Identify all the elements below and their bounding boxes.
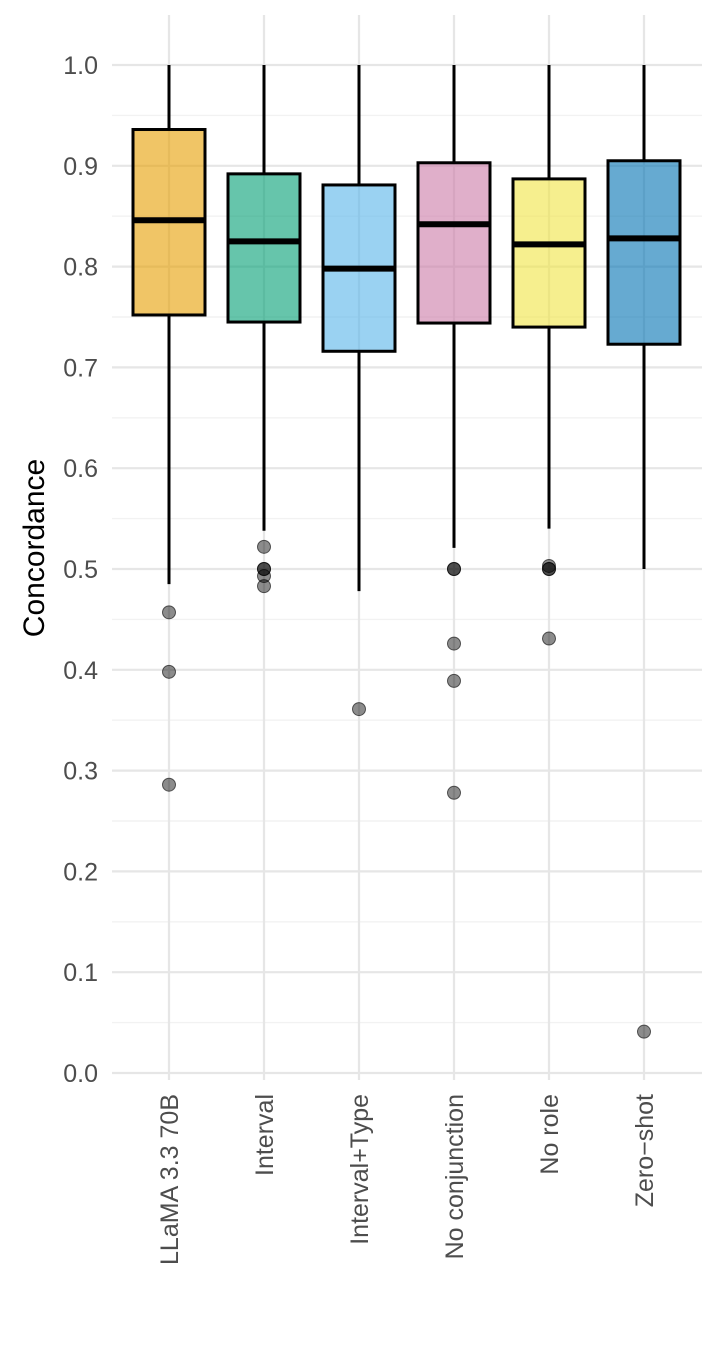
- box-iqr: [416, 161, 492, 325]
- outlier-point: [257, 539, 271, 554]
- box-layer: [131, 65, 682, 1039]
- outlier-point: [447, 636, 461, 651]
- y-tick-label: 1.0: [63, 52, 98, 80]
- y-tick-label: 0.8: [63, 254, 98, 282]
- box-group: [511, 65, 587, 646]
- x-tick-label: Interval: [251, 1094, 279, 1176]
- outlier-point: [542, 558, 556, 573]
- box-iqr: [606, 159, 682, 346]
- outlier-point: [447, 673, 461, 688]
- y-axis-tick-labels: 0.0 0.1 0.2 0.3 0.4 0.5 0.6 0.7 0.8 0.9 1.0: [63, 52, 98, 1088]
- box-group: [131, 65, 207, 792]
- y-tick-label: 0.3: [63, 758, 98, 786]
- x-tick-label: No role: [536, 1094, 564, 1175]
- outlier-point: [162, 664, 176, 679]
- outlier-point: [637, 1024, 651, 1039]
- y-tick-label: 0.6: [63, 455, 98, 483]
- outlier-point: [542, 631, 556, 646]
- outlier-point: [257, 569, 271, 584]
- y-tick-label: 0.0: [63, 1060, 98, 1088]
- y-tick-label: 0.9: [63, 153, 98, 181]
- outlier-point: [162, 777, 176, 792]
- outlier-point: [542, 562, 556, 576]
- box-iqr: [511, 177, 587, 329]
- y-tick-label: 0.5: [63, 556, 98, 584]
- outlier-point: [162, 605, 176, 620]
- y-axis-title: Concordance: [18, 459, 51, 637]
- x-tick-label: Zero−shot: [631, 1094, 659, 1207]
- box-group: [226, 65, 302, 594]
- outlier-point: [257, 562, 271, 576]
- x-tick-label: Interval+Type: [346, 1094, 374, 1245]
- x-tick-label: LLaMA 3.3 70B: [156, 1094, 184, 1265]
- outlier-point: [447, 785, 461, 800]
- y-tick-label: 0.7: [63, 354, 98, 382]
- y-tick-label: 0.4: [63, 657, 98, 685]
- y-tick-label: 0.2: [63, 858, 98, 886]
- box-group: [321, 65, 397, 717]
- y-tick-label: 0.1: [63, 959, 98, 987]
- box-group: [606, 65, 682, 1039]
- box-group: [416, 65, 492, 800]
- outlier-point: [257, 579, 271, 594]
- box-iqr: [226, 172, 302, 324]
- outlier-point: [352, 702, 366, 717]
- x-tick-label: No conjunction: [441, 1094, 469, 1259]
- outlier-point: [447, 562, 461, 576]
- x-axis-tick-labels: LLaMA 3.3 70B Interval Interval+Type No con…: [156, 1094, 659, 1265]
